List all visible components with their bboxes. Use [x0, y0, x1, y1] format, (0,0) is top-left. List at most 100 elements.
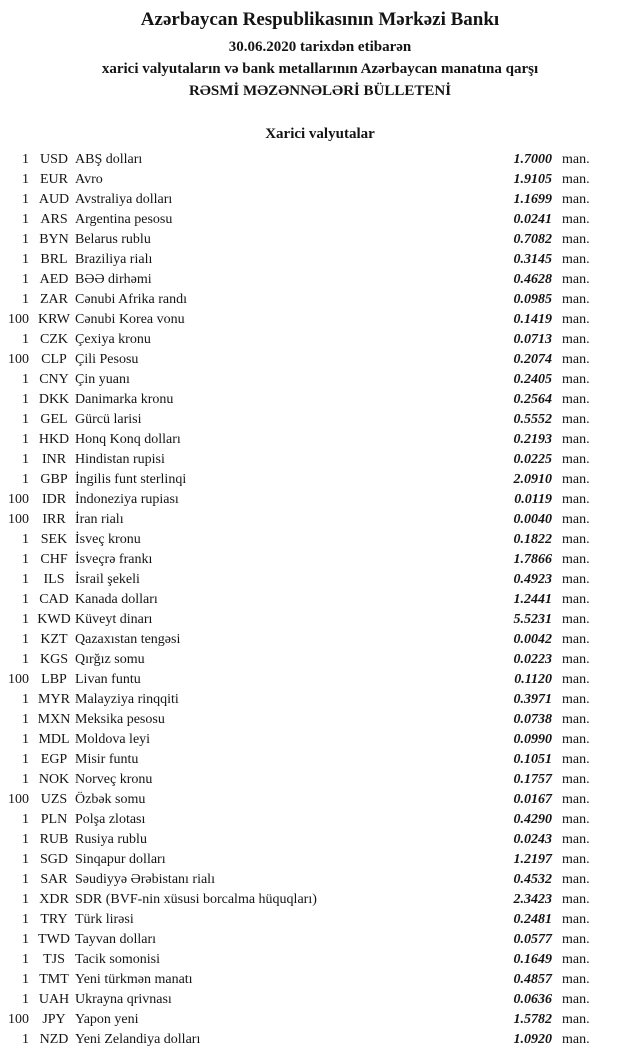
rate-row: 1 CAD Kanada dolları 1.2441 man.: [5, 590, 598, 610]
rate-value-cell: 0.2074: [513, 352, 553, 367]
quantity-cell: 1: [22, 232, 29, 247]
currency-code-cell: UZS: [40, 792, 68, 807]
quantity-cell: 1: [22, 572, 29, 587]
quantity-cell: 1: [22, 652, 29, 667]
currency-code-cell: PLN: [40, 812, 68, 827]
rate-row: 100 CLP Çili Pesosu 0.2074 man.: [5, 350, 598, 370]
unit-label-cell: man.: [562, 172, 590, 187]
quantity-cell: 100: [8, 672, 29, 687]
rate-row: 100 UZS Özbək somu 0.0167 man.: [5, 790, 598, 810]
rate-value-cell: 0.1822: [513, 532, 553, 547]
currency-name-cell: Meksika pesosu: [75, 712, 165, 727]
unit-label-cell: man.: [562, 992, 590, 1007]
rate-value-cell: 0.0985: [513, 292, 553, 307]
rate-row: 1 EGP Misir funtu 0.1051 man.: [5, 750, 598, 770]
quantity-cell: 1: [22, 992, 29, 1007]
rate-row: 1 RUB Rusiya rublu 0.0243 man.: [5, 830, 598, 850]
quantity-cell: 100: [8, 512, 29, 527]
currency-code-cell: IRR: [42, 512, 66, 527]
quantity-cell: 100: [8, 1012, 29, 1027]
quantity-cell: 1: [22, 192, 29, 207]
unit-label-cell: man.: [562, 752, 590, 767]
currency-code-cell: NZD: [39, 1032, 69, 1047]
currency-name-cell: İndoneziya rupiası: [75, 492, 179, 507]
rate-value-cell: 0.3145: [513, 252, 553, 267]
unit-label-cell: man.: [562, 292, 590, 307]
rate-row: 1 TRY Türk lirəsi 0.2481 man.: [5, 910, 598, 930]
rate-value-cell: 0.0577: [513, 932, 553, 947]
subject-line: xarici valyutaların və bank metallarının…: [101, 61, 539, 77]
quantity-cell: 1: [22, 212, 29, 227]
quantity-cell: 1: [22, 712, 29, 727]
rate-value-cell: 2.3423: [513, 892, 553, 907]
rate-value-cell: 0.1649: [513, 952, 553, 967]
rate-row: 1 TMT Yeni türkmən manatı 0.4857 man.: [5, 970, 598, 990]
currency-name-cell: Cənubi Korea vonu: [75, 312, 185, 327]
unit-label-cell: man.: [562, 592, 590, 607]
currency-name-cell: Qırğız somu: [75, 652, 145, 667]
currency-code-cell: EGP: [40, 752, 68, 767]
quantity-cell: 1: [22, 852, 29, 867]
rate-value-cell: 1.9105: [513, 172, 553, 187]
rate-row: 1 BYN Belarus rublu 0.7082 man.: [5, 230, 598, 250]
quantity-cell: 1: [22, 952, 29, 967]
rate-value-cell: 0.0738: [513, 712, 553, 727]
currency-name-cell: Hindistan rupisi: [75, 452, 165, 467]
quantity-cell: 1: [22, 752, 29, 767]
currency-code-cell: KZT: [40, 632, 68, 647]
currency-code-cell: ZAR: [40, 292, 68, 307]
currency-name-cell: SDR (BVF-nin xüsusi borcalma hüquqları): [75, 892, 317, 907]
currency-code-cell: CAD: [39, 592, 69, 607]
currency-name-cell: Rusiya rublu: [75, 832, 147, 847]
unit-label-cell: man.: [562, 792, 590, 807]
currency-code-cell: TWD: [38, 932, 70, 947]
rate-row: 1 AUD Avstraliya dolları 1.1699 man.: [5, 190, 598, 210]
unit-label-cell: man.: [562, 252, 590, 267]
unit-label-cell: man.: [562, 872, 590, 887]
rate-value-cell: 0.0042: [513, 632, 553, 647]
unit-label-cell: man.: [562, 332, 590, 347]
rate-row: 100 KRW Cənubi Korea vonu 0.1419 man.: [5, 310, 598, 330]
currency-name-cell: Türk lirəsi: [75, 912, 134, 927]
currency-code-cell: TRY: [40, 912, 68, 927]
currency-code-cell: TMT: [39, 972, 69, 987]
quantity-cell: 1: [22, 632, 29, 647]
bulletin-header: Azərbaycan Respublikasının Mərkəzi Bankı…: [20, 0, 620, 102]
rate-value-cell: 1.2197: [513, 852, 553, 867]
unit-label-cell: man.: [562, 492, 590, 507]
unit-label-cell: man.: [562, 152, 590, 167]
quantity-cell: 100: [8, 792, 29, 807]
rate-row: 1 HKD Honq Konq dolları 0.2193 man.: [5, 430, 598, 450]
rate-row: 1 TJS Tacik somonisi 0.1649 man.: [5, 950, 598, 970]
rate-value-cell: 0.1051: [513, 752, 553, 767]
quantity-cell: 1: [22, 972, 29, 987]
unit-label-cell: man.: [562, 232, 590, 247]
currency-code-cell: CNY: [39, 372, 69, 387]
rate-row: 1 MYR Malayziya rinqqiti 0.3971 man.: [5, 690, 598, 710]
rate-row: 1 CHF İsveçrə frankı 1.7866 man.: [5, 550, 598, 570]
section-title-foreign-currencies: Xarici valyutalar: [265, 126, 375, 142]
unit-label-cell: man.: [562, 352, 590, 367]
quantity-cell: 1: [22, 332, 29, 347]
rate-value-cell: 0.4857: [513, 972, 553, 987]
rate-value-cell: 0.0225: [513, 452, 553, 467]
quantity-cell: 1: [22, 272, 29, 287]
currency-name-cell: Səudiyyə Ərəbistanı rialı: [75, 872, 215, 887]
rate-row: 1 NZD Yeni Zelandiya dolları 1.0920 man.: [5, 1030, 598, 1050]
bulletin-title-line: RƏSMİ MƏZƏNNƏLƏRİ BÜLLETENİ: [188, 83, 452, 99]
currency-name-cell: İsveçrə frankı: [75, 552, 153, 567]
currency-name-cell: İngilis funt sterlinqi: [75, 472, 187, 487]
currency-name-cell: Tayvan dolları: [75, 932, 157, 947]
bank-title: Azərbaycan Respublikasının Mərkəzi Bankı: [140, 9, 500, 30]
rate-value-cell: 0.0167: [513, 792, 553, 807]
unit-label-cell: man.: [562, 732, 590, 747]
quantity-cell: 1: [22, 932, 29, 947]
rate-value-cell: 0.0990: [513, 732, 553, 747]
rate-row: 1 KZT Qazaxıstan tengəsi 0.0042 man.: [5, 630, 598, 650]
unit-label-cell: man.: [562, 772, 590, 787]
currency-name-cell: Çili Pesosu: [75, 352, 139, 367]
unit-label-cell: man.: [562, 812, 590, 827]
currency-code-cell: JPY: [42, 1012, 66, 1027]
currency-code-cell: MYR: [38, 692, 70, 707]
currency-code-cell: CLP: [41, 352, 67, 367]
